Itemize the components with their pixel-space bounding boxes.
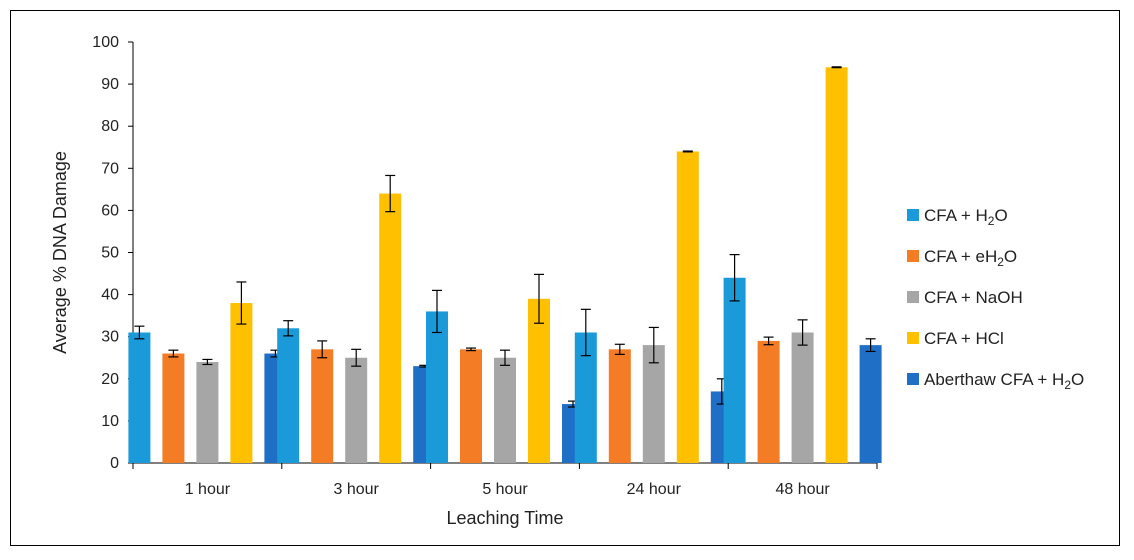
legend-swatch xyxy=(907,332,919,344)
y-tick-label: 60 xyxy=(101,202,119,219)
x-tick-label: 5 hour xyxy=(482,481,528,498)
y-tick-label: 0 xyxy=(110,455,119,472)
legend-label: CFA + H2O xyxy=(924,206,1008,228)
bar xyxy=(379,193,402,463)
legend-swatch xyxy=(907,209,919,221)
y-tick-label: 80 xyxy=(101,118,119,135)
y-tick-label: 70 xyxy=(101,160,119,177)
y-tick-label: 10 xyxy=(101,413,119,430)
bar xyxy=(825,67,848,463)
legend-label: CFA + eH2O xyxy=(924,247,1017,269)
bar xyxy=(574,332,597,463)
x-tick-label: 48 hour xyxy=(775,481,830,498)
legend-label: CFA + NaOH xyxy=(924,288,1023,307)
bar xyxy=(528,298,550,463)
bar xyxy=(460,349,482,463)
bar xyxy=(642,345,665,463)
y-tick-label: 90 xyxy=(101,76,119,93)
bar xyxy=(859,345,882,463)
x-tick-label: 3 hour xyxy=(334,481,380,498)
y-tick-label: 50 xyxy=(101,245,119,262)
y-tick-label: 100 xyxy=(92,34,119,51)
bar xyxy=(196,361,219,463)
x-tick-label: 1 hour xyxy=(185,481,231,498)
x-tick-label: 24 hour xyxy=(627,481,682,498)
legend-label: Aberthaw CFA + H2O xyxy=(924,370,1084,392)
bar xyxy=(676,151,699,463)
x-axis-title: Leaching Time xyxy=(446,508,563,528)
y-tick-label: 40 xyxy=(101,287,119,304)
bar xyxy=(311,349,334,463)
legend-swatch xyxy=(907,291,919,303)
bar xyxy=(791,332,814,463)
y-tick-label: 20 xyxy=(101,371,119,388)
bar xyxy=(230,303,253,463)
legend-swatch xyxy=(907,373,919,385)
bar xyxy=(162,353,185,463)
bar-chart: 0 10 20 30 40 50 60 70 80 90 100 1 hour 3 hour 5 hour… xyxy=(50,34,1084,528)
bar xyxy=(128,332,151,463)
legend-swatch xyxy=(907,250,919,262)
bar xyxy=(723,277,746,463)
bar xyxy=(757,340,780,463)
bar xyxy=(608,349,631,463)
bar xyxy=(277,328,300,463)
bar xyxy=(426,311,448,463)
bar xyxy=(345,357,368,463)
chart-frame: 0 10 20 30 40 50 60 70 80 90 100 1 hour 3 hour 5 hour… xyxy=(10,10,1120,546)
y-axis-title: Average % DNA Damage xyxy=(50,151,70,354)
y-tick-label: 30 xyxy=(101,329,119,346)
legend-label: CFA + HCl xyxy=(924,329,1004,348)
bar xyxy=(494,357,516,463)
